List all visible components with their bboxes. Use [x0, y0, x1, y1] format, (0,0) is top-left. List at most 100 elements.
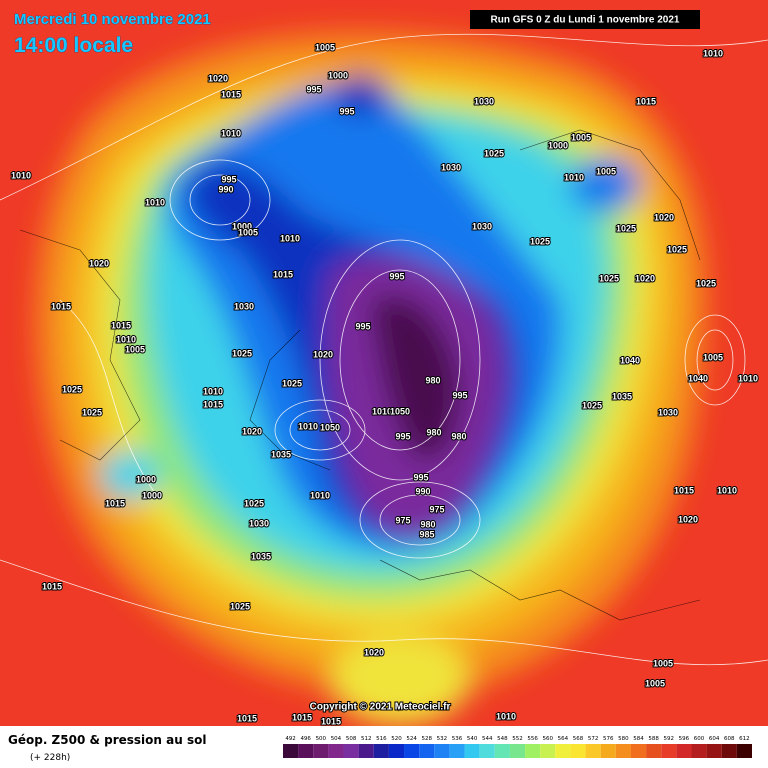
- isobar-label: 1030: [249, 518, 269, 528]
- legend-swatch: [509, 744, 526, 758]
- legend-swatch: [328, 744, 344, 758]
- isobar-label: 1020: [242, 426, 262, 436]
- isobar-label: 1015: [674, 485, 694, 495]
- isobar-label: 1030: [441, 162, 461, 172]
- isobar-label: 1005: [125, 344, 145, 354]
- isobar-label: 1025: [82, 407, 102, 417]
- date: Mercredi 10 novembre 2021: [14, 11, 211, 28]
- legend-label: 528: [421, 736, 432, 742]
- legend-label: 576: [603, 736, 614, 742]
- isobar-label: 1035: [271, 449, 291, 459]
- isobar-label: 1020: [364, 647, 384, 657]
- isobar-label: 1030: [234, 301, 254, 311]
- isobar-label: 1010: [203, 386, 223, 396]
- isobar-label: 995: [389, 271, 404, 281]
- isobar-label: 1005: [596, 166, 616, 176]
- legend-label: 560: [543, 736, 554, 742]
- legend-swatch: [555, 744, 571, 758]
- isobar-label: 1030: [472, 221, 492, 231]
- legend-swatch: [404, 744, 420, 758]
- isobar-label: 1025: [244, 498, 264, 508]
- legend-swatch: [706, 744, 722, 758]
- isobar-label: 1025: [616, 223, 636, 233]
- isobar-label: 980: [426, 427, 441, 437]
- legend-swatch: [736, 744, 752, 758]
- isobar-label: 980: [451, 431, 466, 441]
- isobar-label: 1025: [484, 148, 504, 158]
- isobar-label: 1050: [320, 422, 340, 432]
- legend-swatch: [358, 744, 374, 758]
- legend-swatch: [661, 744, 677, 758]
- isobar-label: 995: [221, 174, 236, 184]
- isobar-label: 975: [395, 515, 410, 525]
- legend-label: 608: [724, 736, 735, 742]
- legend-label: 572: [588, 736, 599, 742]
- legend-swatch: [585, 744, 601, 758]
- legend-swatch: [313, 744, 329, 758]
- legend-label: 516: [376, 736, 387, 742]
- isobar-label: 1010: [116, 334, 136, 344]
- isobar-label: 995: [452, 390, 467, 400]
- isobar-label: 1010: [310, 490, 330, 500]
- isobar-label: 1005: [571, 132, 591, 142]
- legend-label: 612: [739, 736, 750, 742]
- legend-label: 544: [482, 736, 493, 742]
- legend-swatch: [434, 744, 450, 758]
- isobar-label: 1025: [582, 400, 602, 410]
- legend-label: 592: [664, 736, 675, 742]
- isobar-label: 1005: [703, 352, 723, 362]
- isobar-label: 1010: [496, 711, 516, 721]
- isobar-label: 990: [218, 184, 233, 194]
- isobar-label: 1000: [328, 70, 348, 80]
- legend-label: 596: [679, 736, 690, 742]
- isobar-label: 1010: [145, 197, 165, 207]
- isobar-label: 1040: [688, 373, 708, 383]
- legend-swatch: [298, 744, 314, 758]
- legend-swatch: [615, 744, 631, 758]
- legend-swatch: [646, 744, 662, 758]
- legend-swatch: [449, 744, 465, 758]
- legend-label: 540: [467, 736, 478, 742]
- isobar-label: 1035: [251, 551, 271, 561]
- legend-label: 532: [437, 736, 448, 742]
- legend-swatch: [630, 744, 647, 758]
- isobar-label: 1025: [62, 384, 82, 394]
- isobar-label: 1000: [142, 490, 162, 500]
- legend-swatch: [676, 744, 692, 758]
- isobar-label: 1000: [548, 140, 568, 150]
- legend-swatch: [283, 744, 299, 758]
- legend-label: 520: [391, 736, 402, 742]
- legend-swatch: [691, 744, 707, 758]
- legend-label: 524: [406, 736, 417, 742]
- coastlines: [19, 129, 701, 621]
- isobar-label: 1025: [230, 601, 250, 611]
- isobar-label: 1005: [238, 227, 258, 237]
- isobar-label: 1015: [203, 399, 223, 409]
- legend-label: 512: [361, 736, 372, 742]
- legend-label: 556: [527, 736, 538, 742]
- isobar-label: 995: [413, 472, 428, 482]
- legend-swatch: [388, 744, 405, 758]
- isobar-label: 1015: [42, 581, 62, 591]
- isobar-label: 1015: [321, 716, 341, 726]
- isobar-label: 1025: [599, 273, 619, 283]
- legend-label: 536: [452, 736, 463, 742]
- isobar-label: 1005: [315, 42, 335, 52]
- legend-label: 584: [633, 736, 644, 742]
- legend-swatch: [479, 744, 495, 758]
- isobar-label: 1010: [11, 170, 31, 180]
- isobar-label: 1015: [237, 713, 257, 723]
- isobar-label: 1010: [280, 233, 300, 243]
- legend-swatch: [494, 744, 510, 758]
- legend-label: 568: [573, 736, 584, 742]
- legend-label: 496: [300, 736, 311, 742]
- isobar-label: 985: [419, 529, 434, 539]
- time: 14:00 locale: [14, 34, 133, 57]
- isobar-label: 980: [425, 375, 440, 385]
- isobar-label: 995: [339, 106, 354, 116]
- isobar-label: 1015: [273, 269, 293, 279]
- isobar-label: 1000: [232, 221, 252, 231]
- isobar-label: 1030: [474, 96, 494, 106]
- isobar-label: 1020: [635, 273, 655, 283]
- isobar-label: 980: [420, 519, 435, 529]
